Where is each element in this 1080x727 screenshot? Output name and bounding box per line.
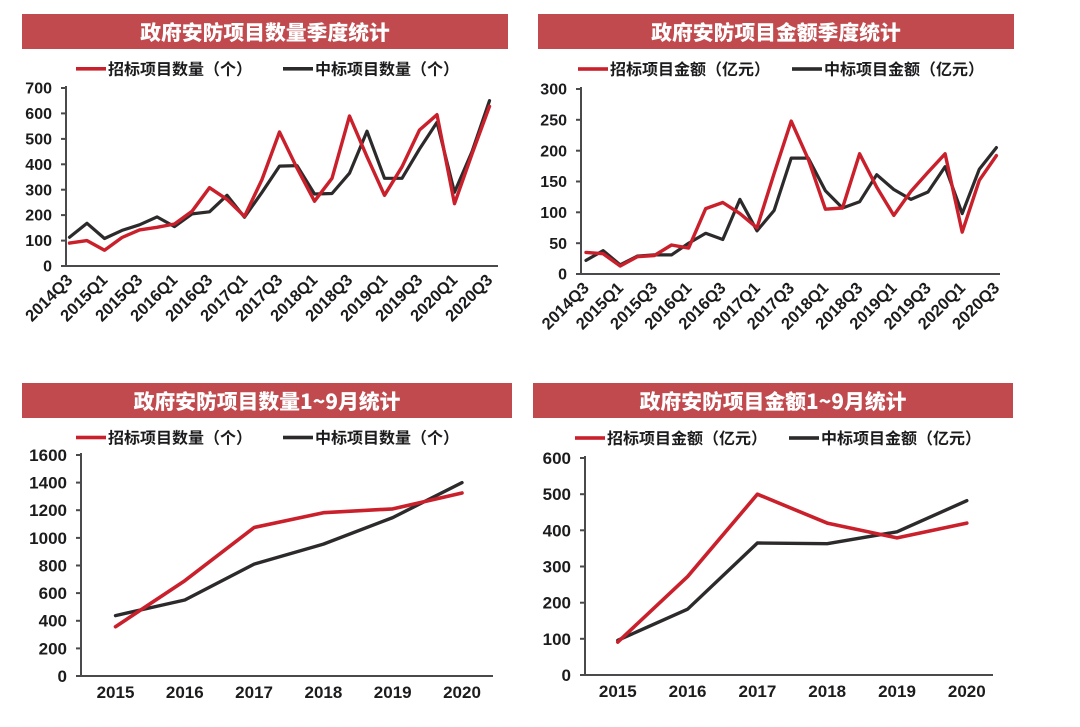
svg-text:0: 0	[43, 259, 52, 276]
svg-text:100: 100	[540, 205, 567, 222]
svg-text:600: 600	[39, 584, 67, 603]
svg-text:400: 400	[39, 612, 67, 631]
svg-text:1400: 1400	[29, 474, 67, 493]
svg-text:2017: 2017	[738, 682, 776, 701]
svg-text:400: 400	[25, 157, 52, 174]
svg-text:500: 500	[543, 485, 571, 504]
svg-text:200: 200	[39, 639, 67, 658]
svg-text:2018: 2018	[304, 683, 342, 702]
svg-text:2019: 2019	[878, 682, 916, 701]
svg-text:200: 200	[25, 208, 52, 225]
svg-text:1000: 1000	[29, 529, 67, 548]
svg-text:1600: 1600	[29, 446, 67, 465]
svg-text:700: 700	[25, 81, 52, 98]
svg-text:250: 250	[540, 112, 567, 129]
svg-text:800: 800	[39, 557, 67, 576]
svg-text:1200: 1200	[29, 501, 67, 520]
svg-text:2018: 2018	[808, 682, 846, 701]
svg-text:200: 200	[543, 594, 571, 613]
svg-text:600: 600	[543, 449, 571, 468]
svg-text:2015: 2015	[97, 683, 135, 702]
svg-text:300: 300	[25, 182, 52, 199]
svg-text:50: 50	[549, 236, 567, 253]
svg-text:0: 0	[558, 267, 567, 284]
svg-text:300: 300	[543, 558, 571, 577]
svg-text:2016: 2016	[669, 682, 707, 701]
svg-text:100: 100	[25, 233, 52, 250]
svg-text:300: 300	[540, 82, 567, 99]
svg-text:0: 0	[562, 666, 571, 685]
svg-text:100: 100	[543, 630, 571, 649]
svg-text:2015: 2015	[599, 682, 637, 701]
svg-text:2020: 2020	[443, 683, 481, 702]
svg-text:2019: 2019	[374, 683, 412, 702]
svg-text:0: 0	[58, 667, 67, 686]
svg-text:400: 400	[543, 521, 571, 540]
svg-text:200: 200	[540, 143, 567, 160]
svg-text:150: 150	[540, 174, 567, 191]
svg-text:2020: 2020	[948, 682, 986, 701]
svg-text:500: 500	[25, 132, 52, 149]
svg-text:2016: 2016	[166, 683, 204, 702]
svg-text:2017: 2017	[235, 683, 273, 702]
svg-text:600: 600	[25, 106, 52, 123]
